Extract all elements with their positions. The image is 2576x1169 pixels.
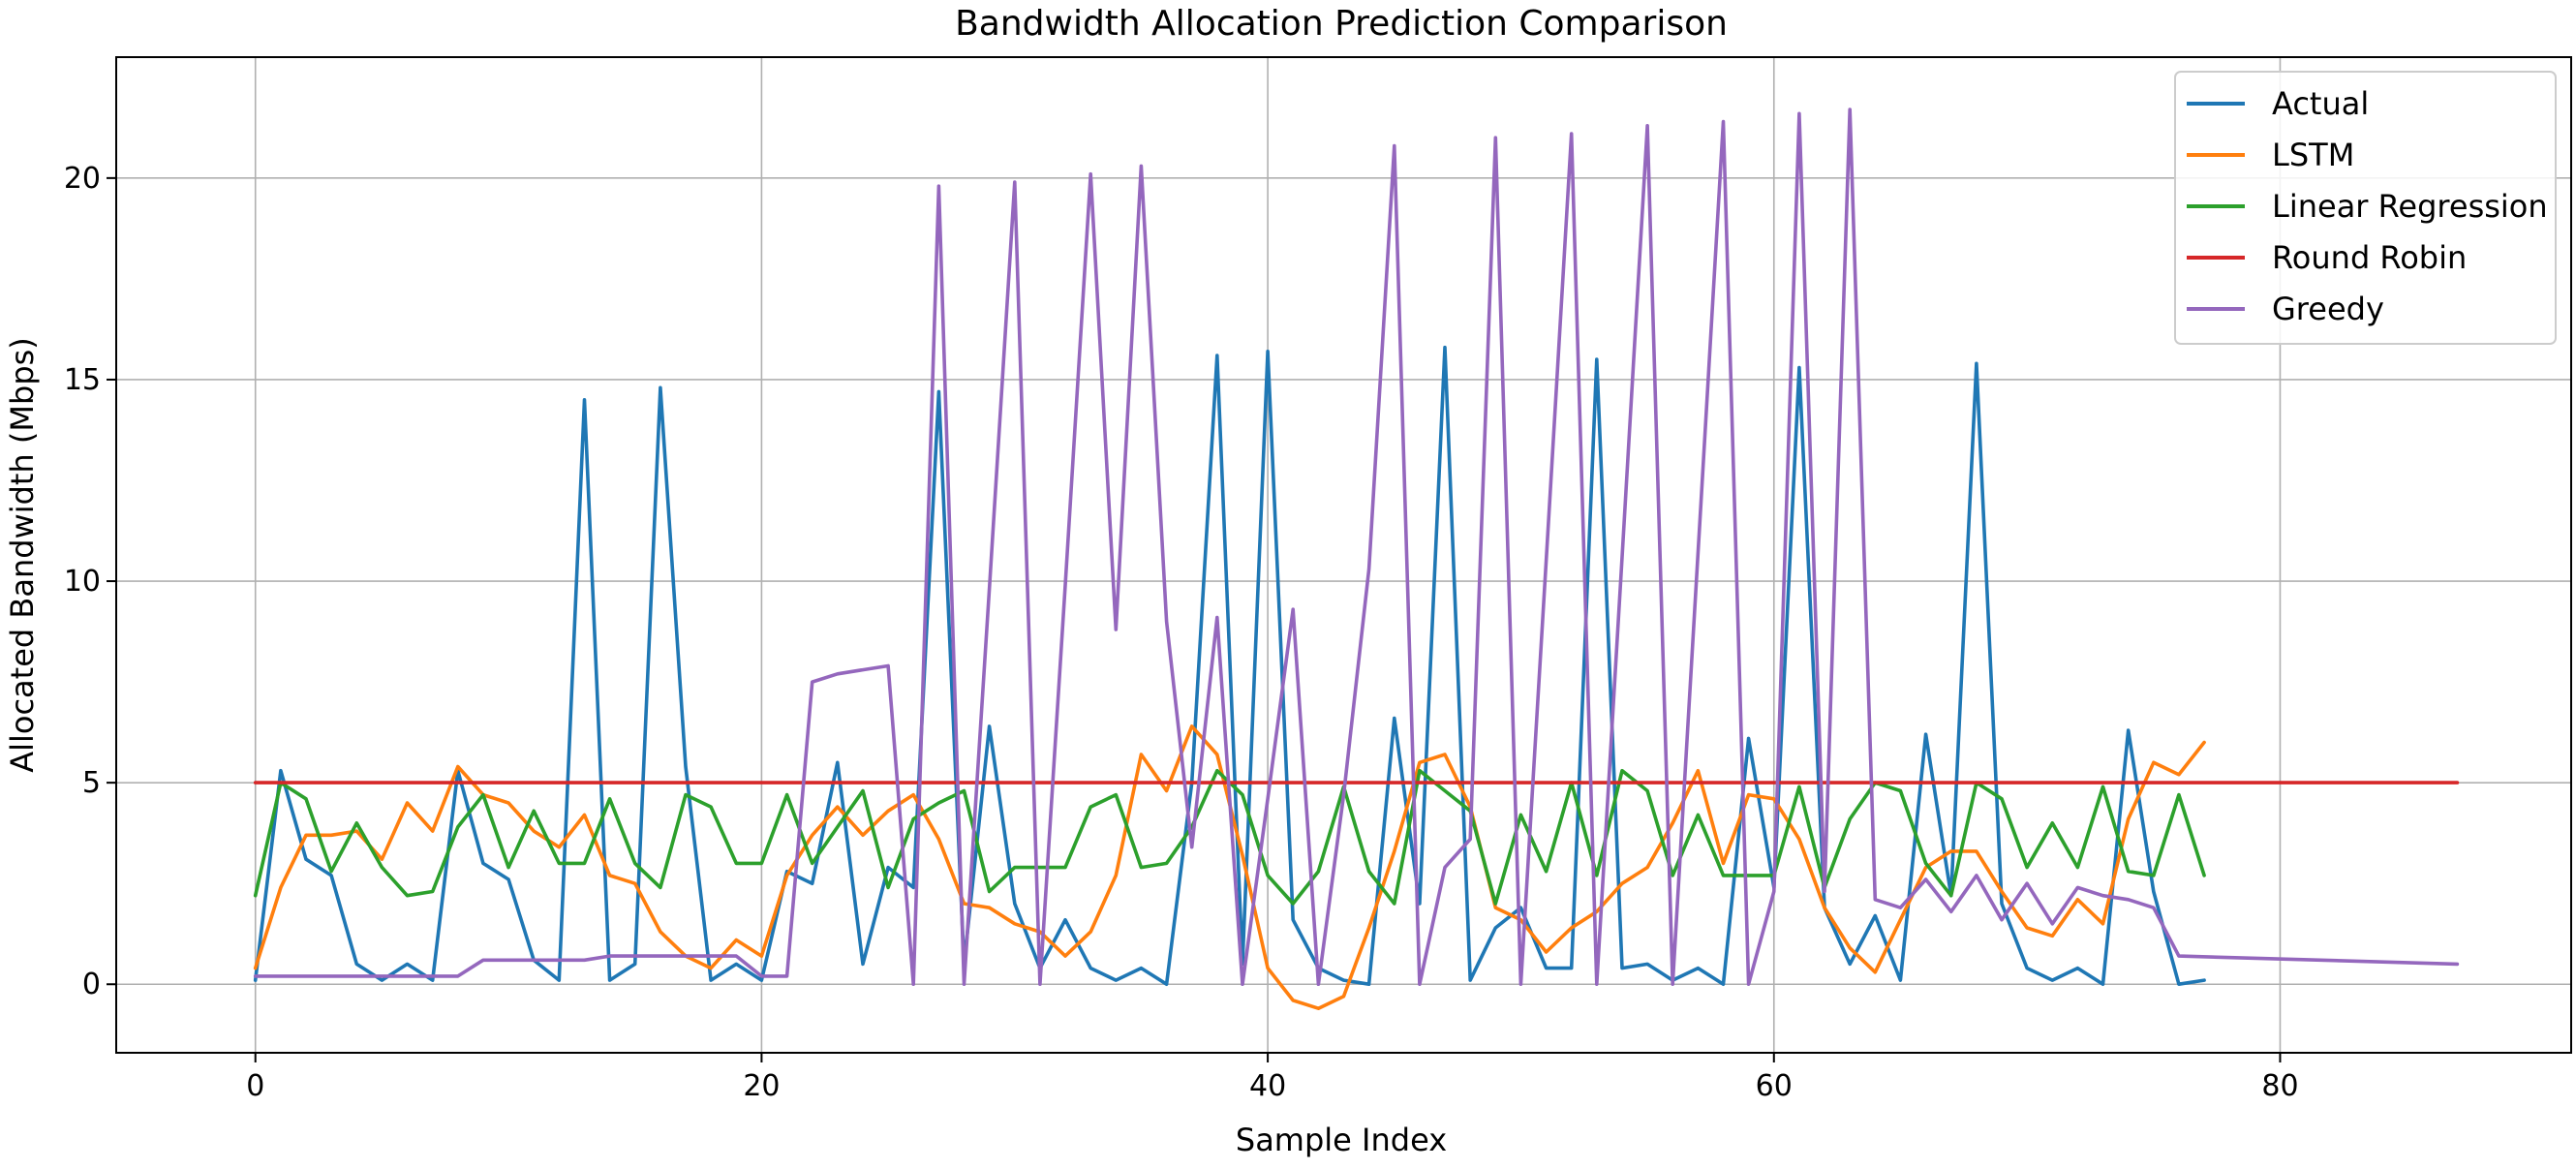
chart-title: Bandwidth Allocation Prediction Comparis… <box>955 4 1728 44</box>
x-tick-label: 0 <box>246 1069 264 1103</box>
legend-label-actual: Actual <box>2272 85 2369 122</box>
x-tick-label: 20 <box>743 1069 780 1103</box>
series-line-greedy <box>253 108 2460 987</box>
axis-ticks: 0 20 40 60 80 0 5 10 15 20 <box>64 162 2299 1103</box>
y-axis-label: Allocated Bandwidth (Mbps) <box>4 337 41 773</box>
x-tick-label: 40 <box>1249 1069 1286 1103</box>
legend: Actual LSTM Linear Regression Round Robin Gr… <box>2174 71 2557 345</box>
plot-frame <box>115 56 2572 1054</box>
y-tick-label: 15 <box>64 363 101 397</box>
legend-box <box>2174 71 2557 345</box>
x-axis-label: Sample Index <box>1236 1122 1447 1158</box>
series-line-actual <box>253 345 2206 987</box>
series-layer <box>253 108 2460 1010</box>
y-tick-label: 20 <box>64 162 101 196</box>
legend-label-greedy: Greedy <box>2272 291 2384 327</box>
y-tick-label: 5 <box>82 766 101 800</box>
y-tick-label: 0 <box>82 968 101 1001</box>
x-tick-label: 80 <box>2261 1069 2298 1103</box>
y-tick-label: 10 <box>64 565 101 599</box>
legend-label-round-robin: Round Robin <box>2272 239 2467 276</box>
legend-label-linear-regression: Linear Regression <box>2272 188 2548 225</box>
legend-label-lstm: LSTM <box>2272 137 2354 173</box>
x-tick-label: 60 <box>1756 1069 1793 1103</box>
